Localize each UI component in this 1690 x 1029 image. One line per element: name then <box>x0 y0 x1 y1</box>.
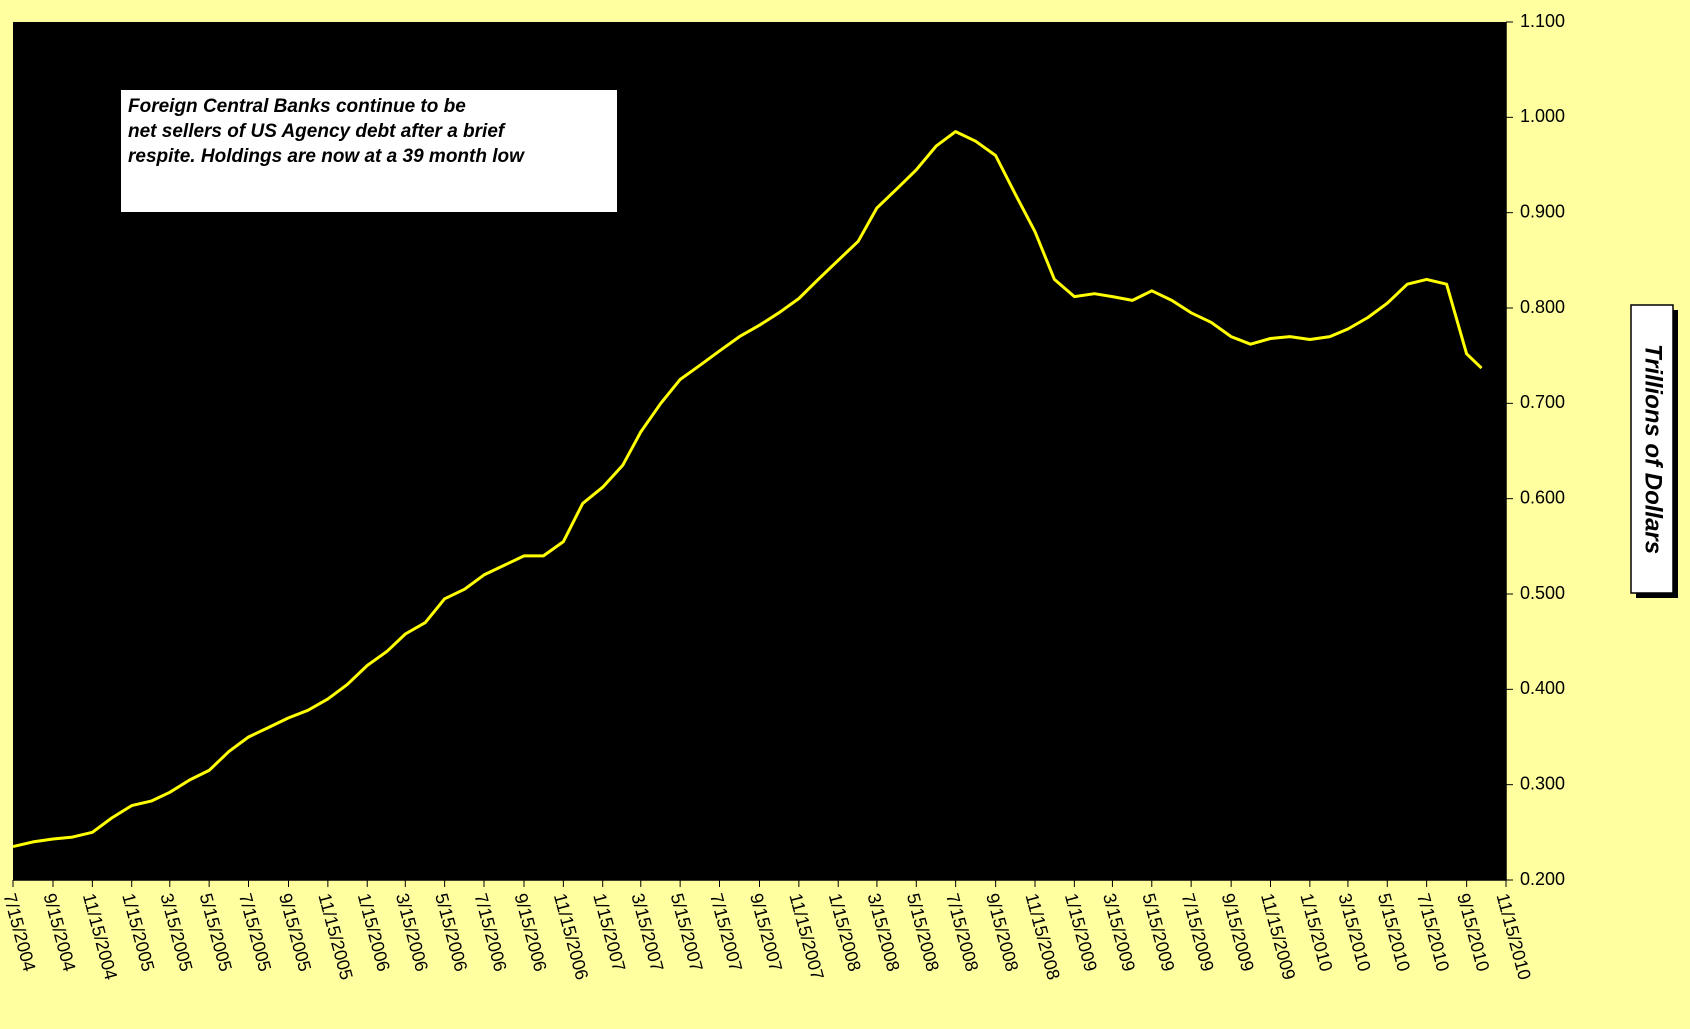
y-tick-label: 0.300 <box>1520 773 1565 793</box>
y-tick-label: 0.800 <box>1520 297 1565 317</box>
annotation-box <box>121 90 617 212</box>
y-tick-label: 1.100 <box>1520 11 1565 31</box>
y-tick-label: 0.500 <box>1520 583 1565 603</box>
y-tick-label: 0.200 <box>1520 869 1565 889</box>
annotation: net sellers of US Agency debt after a br… <box>128 121 506 142</box>
y-tick-label: 0.900 <box>1520 201 1565 221</box>
y-tick-label: 1.000 <box>1520 106 1565 126</box>
label-box <box>1630 304 1674 594</box>
y-tick-label: 0.600 <box>1520 487 1565 507</box>
y-tick-label: 0.400 <box>1520 678 1565 698</box>
y-tick-label: 0.700 <box>1520 392 1565 412</box>
y-axis-label: Trillions of Dollars <box>1640 344 1667 554</box>
series-line <box>12 130 1483 849</box>
annotation: respite. Holdings are now at a 39 month … <box>128 146 525 167</box>
annotation: Foreign Central Banks continue to be <box>128 96 466 117</box>
